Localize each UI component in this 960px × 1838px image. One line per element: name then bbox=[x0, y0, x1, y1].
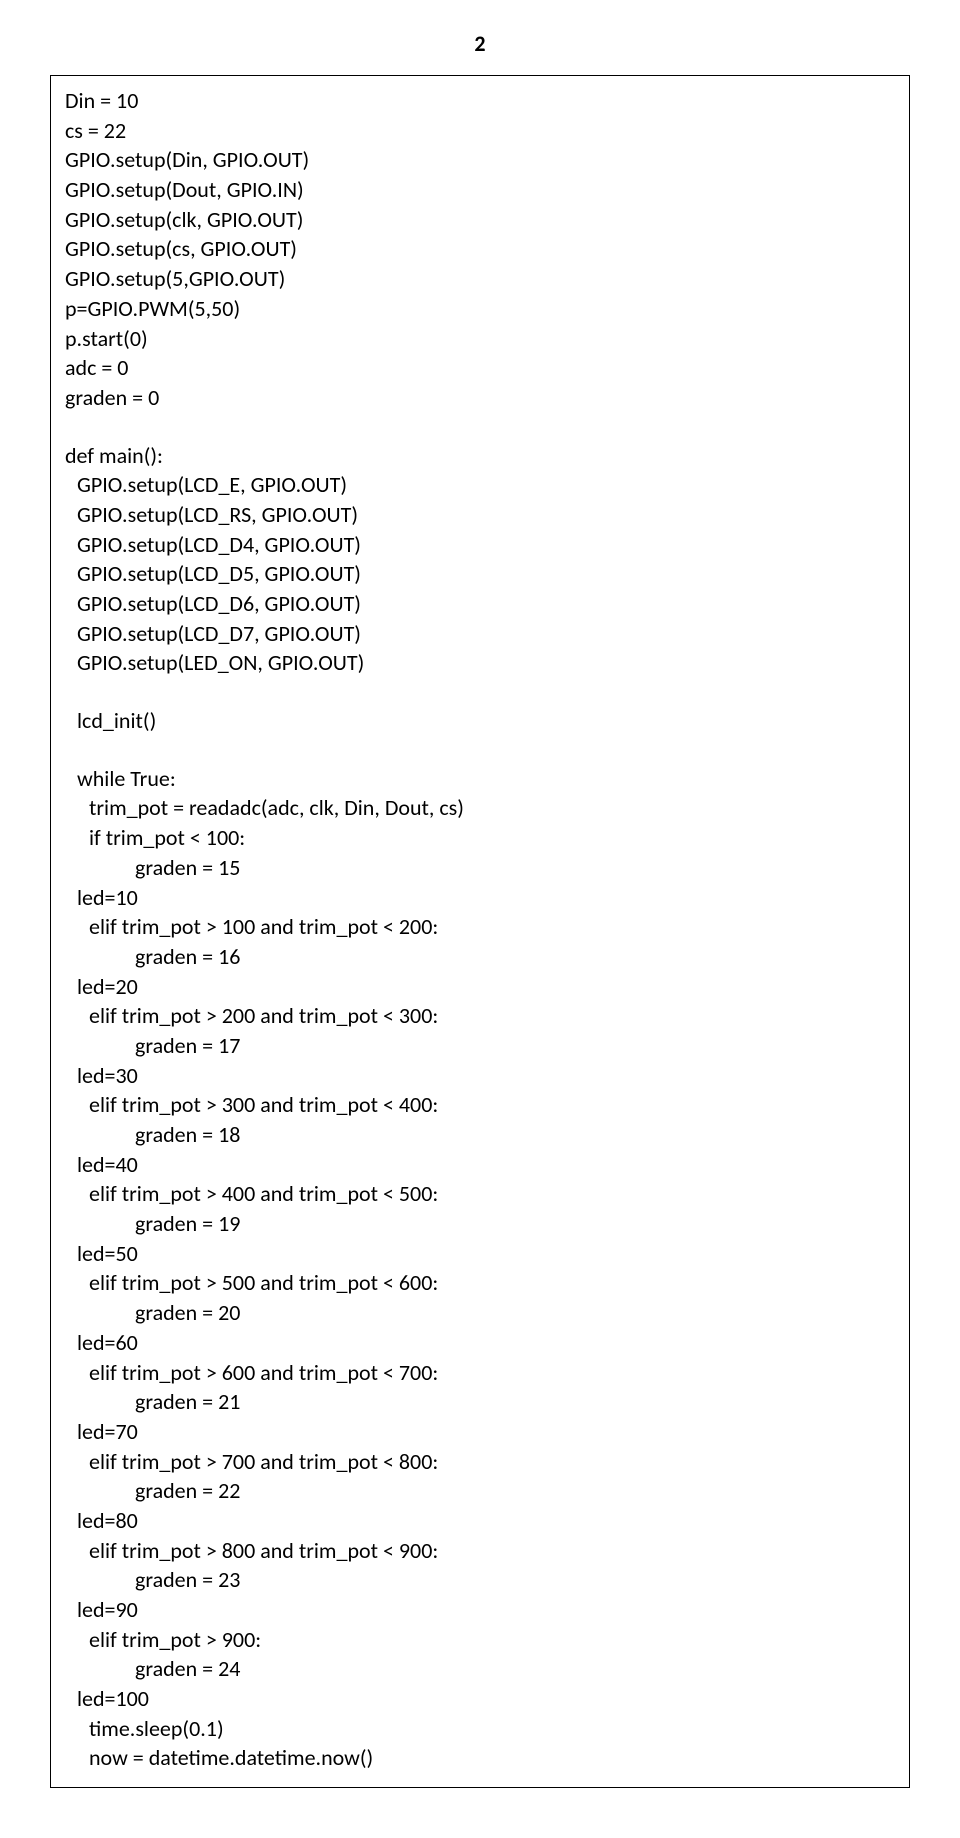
code-line: if trim_pot < 100: bbox=[65, 823, 895, 853]
page: 2 Din = 10cs = 22GPIO.setup(Din, GPIO.OU… bbox=[0, 0, 960, 1838]
code-line: Din = 10 bbox=[65, 86, 895, 116]
code-line: led=80 bbox=[65, 1506, 895, 1536]
code-line: while True: bbox=[65, 764, 895, 794]
code-line: GPIO.setup(Dout, GPIO.IN) bbox=[65, 175, 895, 205]
page-number: 2 bbox=[50, 30, 910, 57]
code-line: led=30 bbox=[65, 1061, 895, 1091]
blank-line bbox=[65, 413, 895, 441]
code-line: elif trim_pot > 400 and trim_pot < 500: bbox=[65, 1179, 895, 1209]
code-line: graden = 21 bbox=[65, 1387, 895, 1417]
code-line: elif trim_pot > 500 and trim_pot < 600: bbox=[65, 1268, 895, 1298]
code-line: graden = 17 bbox=[65, 1031, 895, 1061]
code-box: Din = 10cs = 22GPIO.setup(Din, GPIO.OUT)… bbox=[50, 75, 910, 1788]
code-line: elif trim_pot > 300 and trim_pot < 400: bbox=[65, 1090, 895, 1120]
code-line: GPIO.setup(LCD_RS, GPIO.OUT) bbox=[65, 500, 895, 530]
code-line: GPIO.setup(LCD_D4, GPIO.OUT) bbox=[65, 530, 895, 560]
code-line: elif trim_pot > 700 and trim_pot < 800: bbox=[65, 1447, 895, 1477]
code-line: led=60 bbox=[65, 1328, 895, 1358]
code-line: graden = 19 bbox=[65, 1209, 895, 1239]
code-line: trim_pot = readadc(adc, clk, Din, Dout, … bbox=[65, 793, 895, 823]
code-line: p.start(0) bbox=[65, 324, 895, 354]
code-line: cs = 22 bbox=[65, 116, 895, 146]
code-line: led=100 bbox=[65, 1684, 895, 1714]
blank-line bbox=[65, 736, 895, 764]
code-line: led=70 bbox=[65, 1417, 895, 1447]
code-line: led=50 bbox=[65, 1239, 895, 1269]
code-line: GPIO.setup(cs, GPIO.OUT) bbox=[65, 234, 895, 264]
code-line: graden = 24 bbox=[65, 1654, 895, 1684]
code-line: time.sleep(0.1) bbox=[65, 1714, 895, 1744]
code-line: graden = 16 bbox=[65, 942, 895, 972]
code-line: graden = 0 bbox=[65, 383, 895, 413]
code-line: GPIO.setup(LCD_D6, GPIO.OUT) bbox=[65, 589, 895, 619]
code-line: lcd_init() bbox=[65, 706, 895, 736]
code-line: led=40 bbox=[65, 1150, 895, 1180]
code-line: graden = 20 bbox=[65, 1298, 895, 1328]
code-line: graden = 15 bbox=[65, 853, 895, 883]
code-line: elif trim_pot > 600 and trim_pot < 700: bbox=[65, 1358, 895, 1388]
code-line: GPIO.setup(clk, GPIO.OUT) bbox=[65, 205, 895, 235]
code-line: led=10 bbox=[65, 883, 895, 913]
code-line: led=20 bbox=[65, 972, 895, 1002]
code-line: elif trim_pot > 200 and trim_pot < 300: bbox=[65, 1001, 895, 1031]
code-line: led=90 bbox=[65, 1595, 895, 1625]
code-line: def main(): bbox=[65, 441, 895, 471]
code-line: elif trim_pot > 900: bbox=[65, 1625, 895, 1655]
code-line: GPIO.setup(5,GPIO.OUT) bbox=[65, 264, 895, 294]
code-line: adc = 0 bbox=[65, 353, 895, 383]
code-line: graden = 18 bbox=[65, 1120, 895, 1150]
code-line: GPIO.setup(LED_ON, GPIO.OUT) bbox=[65, 648, 895, 678]
code-line: GPIO.setup(LCD_D7, GPIO.OUT) bbox=[65, 619, 895, 649]
code-line: graden = 23 bbox=[65, 1565, 895, 1595]
code-line: graden = 22 bbox=[65, 1476, 895, 1506]
blank-line bbox=[65, 678, 895, 706]
code-line: GPIO.setup(LCD_D5, GPIO.OUT) bbox=[65, 559, 895, 589]
code-line: GPIO.setup(LCD_E, GPIO.OUT) bbox=[65, 470, 895, 500]
code-line: elif trim_pot > 100 and trim_pot < 200: bbox=[65, 912, 895, 942]
code-line: now = datetime.datetime.now() bbox=[65, 1743, 895, 1773]
code-line: elif trim_pot > 800 and trim_pot < 900: bbox=[65, 1536, 895, 1566]
code-line: p=GPIO.PWM(5,50) bbox=[65, 294, 895, 324]
code-line: GPIO.setup(Din, GPIO.OUT) bbox=[65, 145, 895, 175]
